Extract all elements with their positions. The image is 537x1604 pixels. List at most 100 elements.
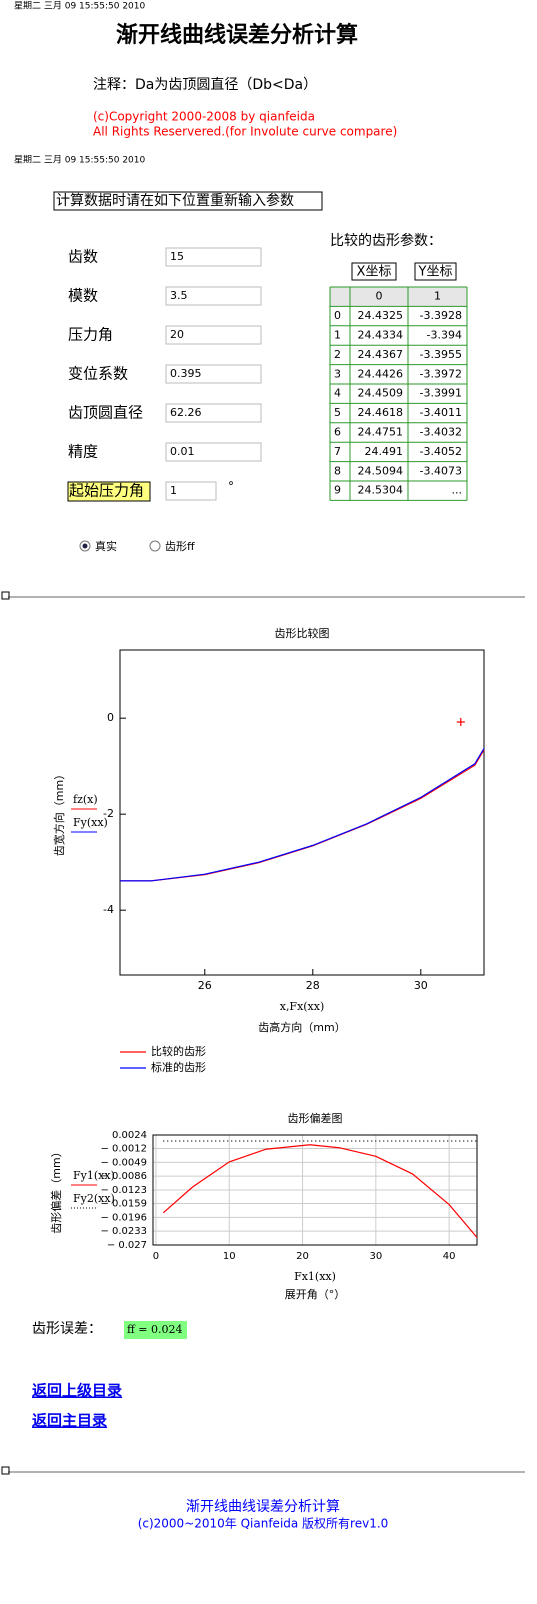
plot-border bbox=[152, 1134, 478, 1246]
table-cell: 24.4367 bbox=[358, 348, 404, 361]
row-index: 8 bbox=[334, 464, 341, 477]
y-tick-label: 0 bbox=[107, 711, 114, 724]
field-value: 62.26 bbox=[170, 406, 202, 419]
link[interactable]: 返回上级目录 bbox=[32, 1382, 122, 1400]
legend-label: 比较的齿形 bbox=[151, 1044, 206, 1058]
x-axis-title: 齿高方向（mm） bbox=[258, 1020, 345, 1034]
row-index: 0 bbox=[334, 309, 341, 322]
table-cell: -3.4032 bbox=[420, 426, 462, 439]
x-tick-label: 28 bbox=[306, 979, 320, 992]
point-marker bbox=[456, 718, 465, 727]
table-cell: -3.3991 bbox=[420, 387, 462, 400]
x-tick-label: 26 bbox=[198, 979, 212, 992]
y-tick-label: − 0.0123 bbox=[100, 1185, 147, 1196]
table-cell: 24.4334 bbox=[358, 329, 404, 342]
prompt: 计算数据时请在如下位置重新输入参数 bbox=[56, 192, 294, 209]
result-box bbox=[124, 1321, 187, 1339]
table-cell: 24.4426 bbox=[358, 367, 404, 380]
x-tick-label: 30 bbox=[369, 1251, 382, 1262]
radio-dot bbox=[82, 543, 88, 549]
radio-label: 真实 bbox=[95, 539, 117, 553]
table-header: 1 bbox=[434, 290, 441, 303]
input-box[interactable] bbox=[165, 286, 262, 306]
table-cell: -3.3955 bbox=[420, 348, 462, 361]
unit: ° bbox=[228, 480, 234, 494]
y-tick-label: − 0.0012 bbox=[100, 1143, 147, 1154]
input-box[interactable] bbox=[165, 247, 262, 267]
x-tick-label: 30 bbox=[414, 979, 428, 992]
chart-title: 齿形比较图 bbox=[275, 626, 330, 640]
x-tick-label: 10 bbox=[223, 1251, 236, 1262]
table-cell: 24.5304 bbox=[358, 484, 404, 497]
trace-label: Fy1(xx) bbox=[73, 1169, 115, 1182]
table-cell: -3.3928 bbox=[420, 309, 462, 322]
table-cell: 24.5094 bbox=[358, 464, 404, 477]
x-tick-label: 40 bbox=[443, 1251, 456, 1262]
y-tick-label: − 0.027 bbox=[107, 1240, 147, 1251]
copyright: All Rights Reservered.(for Involute curv… bbox=[93, 125, 397, 139]
input-box[interactable] bbox=[165, 325, 262, 345]
field-label: 齿数 bbox=[68, 248, 98, 266]
row-index: 4 bbox=[334, 387, 341, 400]
radio-label: 齿形ff bbox=[165, 540, 195, 553]
field-label: 模数 bbox=[68, 287, 98, 305]
trace-label: fz(x) bbox=[73, 793, 98, 806]
lock-icon bbox=[1, 591, 10, 600]
table-cell: -3.4073 bbox=[420, 464, 462, 477]
field-value: 0.395 bbox=[170, 367, 202, 380]
input-box[interactable] bbox=[165, 442, 262, 462]
table-header-bg bbox=[330, 287, 467, 307]
field-label: 变位系数 bbox=[68, 365, 128, 383]
table-cell: 24.4618 bbox=[358, 406, 404, 419]
lock-icon bbox=[1, 1466, 10, 1475]
field-value: 0.01 bbox=[170, 445, 195, 458]
field-label: 起始压力角 bbox=[69, 482, 144, 500]
field-value: 3.5 bbox=[170, 289, 188, 302]
table-header: 0 bbox=[376, 290, 383, 303]
y-axis-title: 齿形偏差（mm） bbox=[49, 1146, 63, 1233]
x-tick-label: 0 bbox=[153, 1251, 159, 1262]
table-title: 比较的齿形参数： bbox=[330, 232, 442, 249]
x-axis-label: x,Fx(xx) bbox=[280, 1000, 325, 1013]
y-tick-label: -2 bbox=[103, 807, 114, 820]
field-value: 20 bbox=[170, 328, 184, 341]
table-cell: 24.491 bbox=[365, 445, 404, 458]
y-tick-label: -4 bbox=[103, 903, 114, 916]
highlight bbox=[67, 481, 151, 502]
plot-area bbox=[119, 649, 485, 976]
field-label: 齿顶圆直径 bbox=[68, 404, 143, 422]
note: 注释：Da为齿顶圆直径（Db<Da） bbox=[93, 76, 317, 93]
field-label: 压力角 bbox=[68, 326, 113, 344]
row-index: 3 bbox=[334, 367, 341, 380]
y-axis-title: 齿宽方向（mm） bbox=[52, 769, 66, 856]
row-index: 7 bbox=[334, 445, 341, 458]
link[interactable]: 返回主目录 bbox=[32, 1412, 107, 1430]
radio[interactable] bbox=[149, 540, 161, 552]
table-cell: -3.4011 bbox=[420, 406, 462, 419]
series-line bbox=[120, 748, 485, 882]
column-title: Y坐标 bbox=[418, 265, 453, 280]
y-tick-label: − 0.0049 bbox=[100, 1157, 147, 1168]
footer-title: 渐开线曲线误差分析计算 bbox=[186, 1499, 340, 1515]
row-index: 1 bbox=[334, 329, 341, 342]
table-cell: -3.3972 bbox=[420, 367, 462, 380]
field-label: 精度 bbox=[68, 443, 98, 461]
input-box[interactable] bbox=[165, 403, 262, 423]
y-tick-label: 0.0024 bbox=[112, 1130, 147, 1141]
y-tick-label: − 0.0159 bbox=[100, 1198, 147, 1209]
table-cell: -3.4052 bbox=[420, 445, 462, 458]
input-box[interactable] bbox=[165, 481, 217, 501]
chart-title: 齿形偏差图 bbox=[288, 1111, 343, 1125]
table-cell: 24.4751 bbox=[358, 426, 404, 439]
table-cell: ... bbox=[452, 484, 463, 497]
y-tick-label: − 0.0196 bbox=[100, 1212, 147, 1223]
x-axis-title: 展开角（°） bbox=[285, 1288, 346, 1301]
table-cell: -3.394 bbox=[427, 329, 462, 342]
x-tick-label: 20 bbox=[296, 1251, 309, 1262]
result-label: 齿形误差： bbox=[32, 1321, 102, 1337]
table-cell: 24.4509 bbox=[358, 387, 404, 400]
row-index: 9 bbox=[334, 484, 341, 497]
input-box[interactable] bbox=[165, 364, 262, 384]
